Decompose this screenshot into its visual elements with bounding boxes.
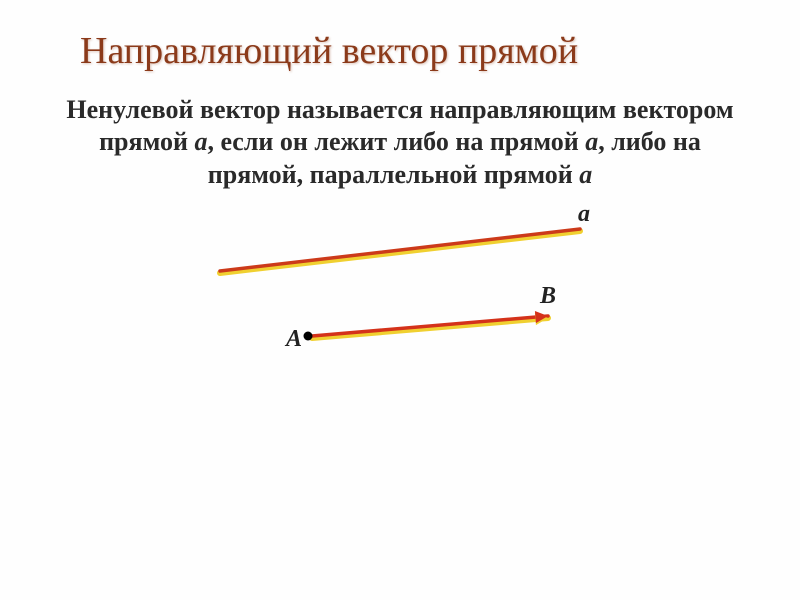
slide-title: Направляющий вектор прямой bbox=[50, 30, 750, 74]
svg-text:A: A bbox=[284, 326, 302, 352]
def-italic1: а bbox=[194, 127, 207, 156]
slide-container: Направляющий вектор прямой Ненулевой век… bbox=[0, 0, 800, 600]
def-italic2: а bbox=[585, 127, 598, 156]
svg-text:B: B bbox=[539, 283, 556, 309]
diagram-svg: a A B bbox=[140, 201, 660, 401]
vector-diagram: a A B bbox=[50, 201, 750, 401]
def-italic3: а bbox=[579, 160, 592, 189]
svg-text:a: a bbox=[578, 201, 590, 227]
definition-text: Ненулевой вектор называется направляющим… bbox=[50, 94, 750, 192]
def-part2: , если он лежит либо на прямой bbox=[207, 127, 585, 156]
